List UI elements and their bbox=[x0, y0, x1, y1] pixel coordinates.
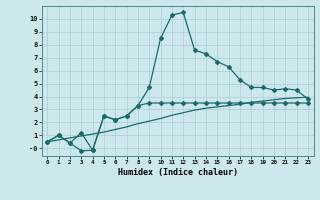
X-axis label: Humidex (Indice chaleur): Humidex (Indice chaleur) bbox=[118, 168, 237, 177]
